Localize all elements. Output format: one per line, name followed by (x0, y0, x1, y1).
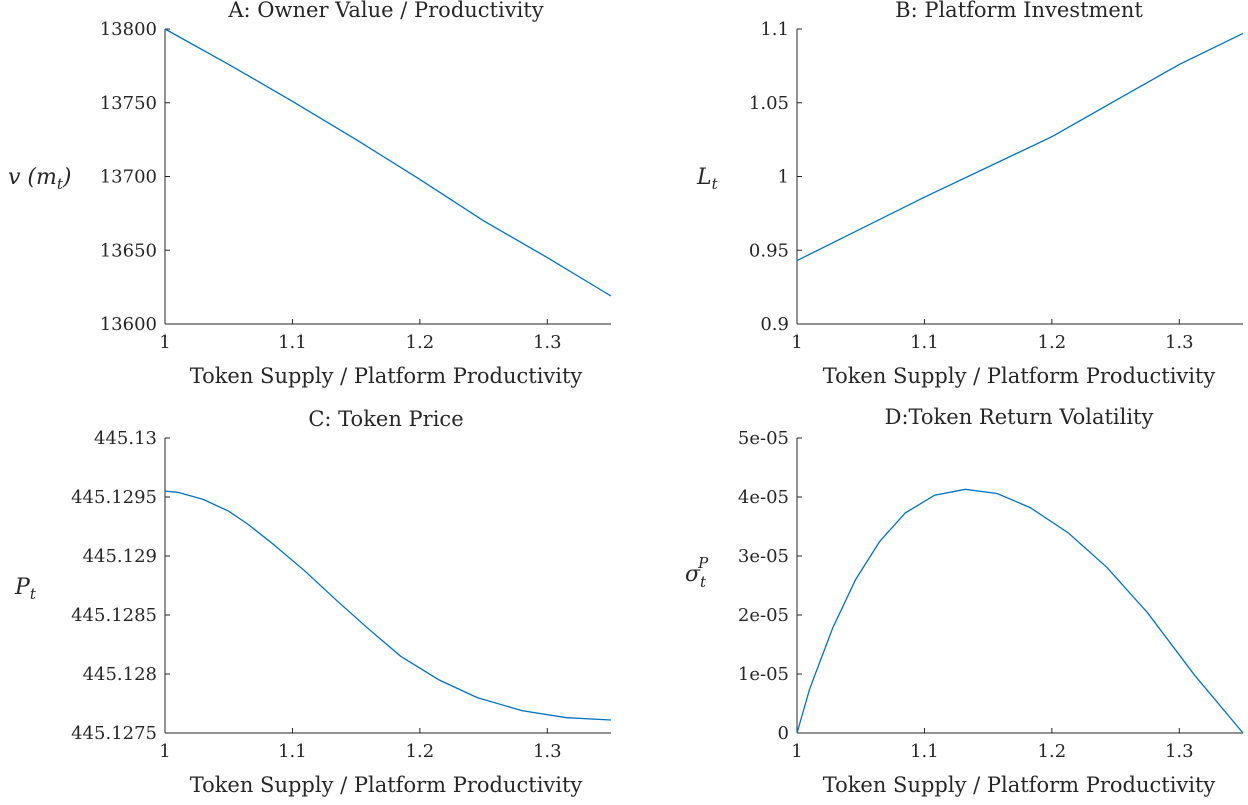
panel-a-x-tick-label: 1 (159, 332, 170, 353)
panel-b: B: Platform Investment Token Supply / Pl… (696, 0, 1244, 388)
panel-a-y-tick-label: 13600 (100, 314, 157, 335)
panel-c-ylabel: Pt (14, 575, 37, 603)
panel-b-ylabel: Lt (696, 165, 719, 193)
panel-d-ylabel: σtP (685, 554, 709, 591)
panel-b-x-tick-label: 1.3 (1165, 332, 1194, 353)
panel-b-y-tick-label: 0.9 (760, 314, 789, 335)
panel-c-y-tick-label: 445.13 (94, 428, 157, 449)
panel-a-xlabel: Token Supply / Platform Productivity (190, 364, 583, 388)
panel-b-y-tick-label: 0.95 (749, 240, 789, 261)
panel-c-series-line (164, 490, 612, 721)
panel-d-xlabel: Token Supply / Platform Productivity (823, 773, 1216, 797)
panel-a-y-tick-label: 13650 (100, 240, 157, 261)
panel-a-x-tick-label: 1.1 (278, 332, 307, 353)
panel-d: D:Token Return Volatility Token Supply /… (685, 405, 1244, 797)
panel-b-y-tick-label: 1.05 (749, 93, 789, 114)
panel-c-title: C: Token Price (308, 407, 463, 431)
panel-d-y-tick-label: 1e-05 (738, 664, 789, 685)
panel-a-ylabel: v (mt) (8, 165, 72, 193)
panel-c-y-tick-label: 445.129 (83, 546, 157, 567)
panel-c-x-tick-label: 1.2 (406, 741, 435, 762)
panel-d-x-tick-label: 1.3 (1165, 741, 1194, 762)
panel-b-series-line (796, 32, 1244, 262)
panel-b-y-tick-label: 1 (778, 167, 789, 188)
panel-c-y-tick-label: 445.128 (83, 664, 157, 685)
panel-d-y-tick-label: 4e-05 (738, 487, 789, 508)
panel-b-xlabel: Token Supply / Platform Productivity (823, 364, 1216, 388)
panel-c-y-tick-label: 445.1295 (71, 487, 157, 508)
panel-a-y-tick-label: 13700 (100, 167, 157, 188)
panel-d-y-tick-label: 3e-05 (738, 546, 789, 567)
panel-d-x-tick-label: 1 (791, 741, 802, 762)
panel-d-x-tick-label: 1.1 (910, 741, 939, 762)
panel-d-y-tick-label: 5e-05 (738, 428, 789, 449)
panel-b-x-tick-label: 1 (791, 332, 802, 353)
panel-c-y-tick-label: 445.1275 (71, 723, 157, 744)
panel-a-title: A: Owner Value / Productivity (227, 0, 543, 22)
panel-d-x-tick-label: 1.2 (1038, 741, 1067, 762)
panel-a: A: Owner Value / Productivity Token Supp… (8, 0, 612, 388)
panel-a-x-tick-label: 1.3 (533, 332, 562, 353)
panel-b-title: B: Platform Investment (895, 0, 1143, 22)
panel-c-x-tick-label: 1.1 (278, 741, 307, 762)
panel-a-y-tick-label: 13800 (100, 19, 157, 40)
panel-d-series-line (796, 488, 1244, 734)
panel-a-y-tick-label: 13750 (100, 93, 157, 114)
panel-c-x-tick-label: 1 (159, 741, 170, 762)
panel-d-title: D:Token Return Volatility (885, 405, 1154, 429)
panel-b-x-tick-label: 1.1 (910, 332, 939, 353)
panel-c-y-tick-label: 445.1285 (71, 605, 157, 626)
panel-d-y-tick-label: 0 (778, 723, 789, 744)
panel-c-x-tick-label: 1.3 (533, 741, 562, 762)
panel-a-x-tick-label: 1.2 (406, 332, 435, 353)
panel-b-x-tick-label: 1.2 (1038, 332, 1067, 353)
panel-d-y-tick-label: 2e-05 (738, 605, 789, 626)
panel-b-y-tick-label: 1.1 (760, 19, 789, 40)
panel-c: C: Token Price Token Supply / Platform P… (14, 407, 612, 797)
panel-c-xlabel: Token Supply / Platform Productivity (190, 773, 583, 797)
panel-a-series-line (164, 28, 612, 297)
